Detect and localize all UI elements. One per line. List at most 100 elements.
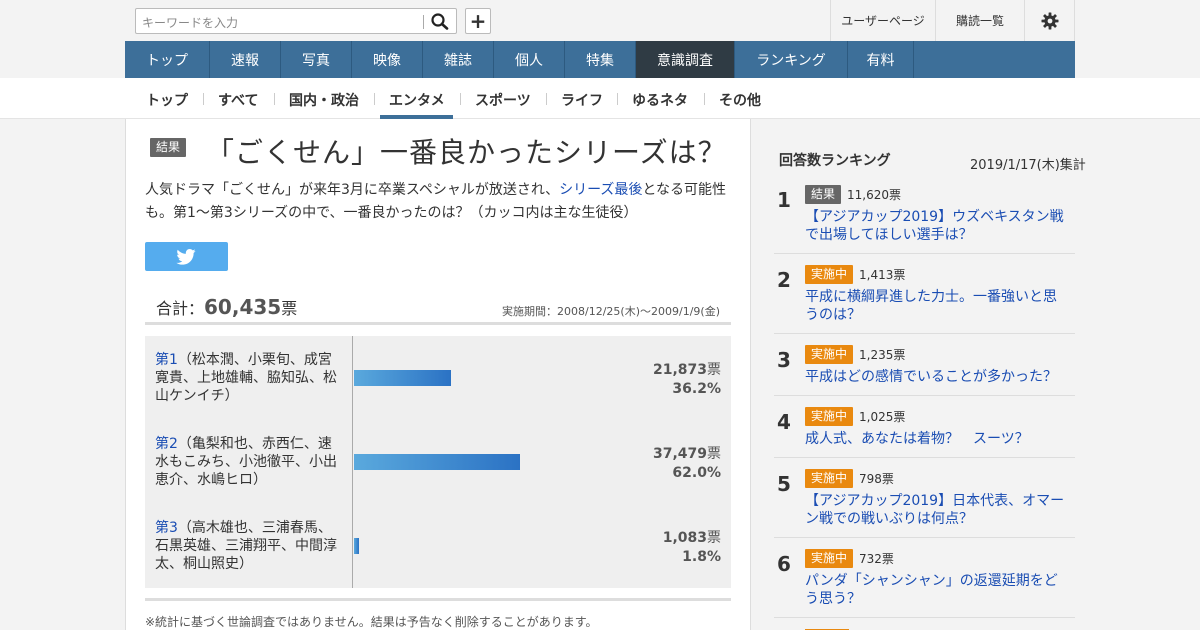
option-votes: 37,479票 (653, 443, 721, 463)
nav-feature[interactable]: 特集 (565, 41, 636, 78)
option-label: 第2（亀梨和也、赤西仁、速水もこみち、小池徹平、小出恵介、水嶋ヒロ） (155, 435, 340, 489)
rank-votes: 732票 (859, 552, 894, 566)
option-link[interactable]: 第2 (155, 436, 178, 452)
rank-meta: 実施中 732票 (805, 549, 894, 568)
rank-meta: 実施中 1,413票 (805, 265, 905, 284)
rank-title-link[interactable]: 平成に横綱昇進した力士。一番強いと思うのは？ (805, 289, 1057, 323)
nav-individual[interactable]: 個人 (494, 41, 565, 78)
subnav-yurunet[interactable]: ゆるネタ (632, 93, 688, 109)
option-percent: 36.2% (672, 381, 721, 397)
subnav-divider (460, 93, 461, 105)
rank-title-link[interactable]: 【アジアカップ2019】日本代表、オマーン戦での戦いぶりは何点？ (805, 493, 1065, 527)
page-title: 「ごくせん」一番良かったシリーズは？ (206, 136, 727, 169)
subnav-top[interactable]: トップ (146, 93, 188, 109)
total-label: 合計： (156, 299, 205, 318)
rank-number: 4 (777, 410, 791, 434)
votes-value: 21,873 (652, 362, 707, 378)
status-badge: 実施中 (805, 549, 854, 568)
survey-panel: 結果 「ごくせん」一番良かったシリーズは？ 人気ドラマ「ごくせん」が来年3月に卒… (125, 119, 751, 630)
rank-votes: 11,620票 (847, 188, 902, 202)
rank-title-link[interactable]: 成人式、あなたは着物？ スーツ？ (805, 431, 1029, 447)
nav-top[interactable]: トップ (125, 41, 210, 78)
ranking-item[interactable]: 3 実施中 1,235票 平成はどの感情でいることが多かった？ (774, 345, 1075, 396)
rank-number: 2 (777, 268, 791, 292)
subscriptions-link[interactable]: 購読一覧 (935, 0, 1024, 41)
votes-unit: 票 (707, 446, 721, 462)
result-row: 第2（亀梨和也、赤西仁、速水もこみち、小池徹平、小出恵介、水嶋ヒロ） 37,47… (145, 420, 731, 504)
ranking-item[interactable]: 6 実施中 732票 パンダ「シャンシャン」の返還延期をどう思う？ (774, 549, 1075, 618)
nav-paid[interactable]: 有料 (848, 41, 914, 78)
option-label: 第1（松本潤、小栗旬、成宮寛貴、上地雄輔、脇知弘、松山ケンイチ） (155, 351, 340, 405)
ranking-date: 2019/1/17(木)集計 (970, 158, 1086, 173)
disclaimer-note: ※統計に基づく世論調査ではありません。結果は予告なく削除することがあります。 (145, 615, 598, 629)
subnav-life[interactable]: ライフ (561, 93, 603, 109)
total-value: 60,435 (204, 295, 282, 319)
rank-votes: 798票 (859, 472, 894, 486)
votes-unit: 票 (707, 530, 721, 546)
nav-magazine[interactable]: 雑誌 (423, 41, 494, 78)
result-bar (354, 370, 451, 386)
divider (145, 322, 731, 325)
bar-area (352, 504, 612, 588)
status-badge: 実施中 (805, 469, 854, 488)
search-box[interactable]: キーワードを入力 (135, 8, 457, 34)
status-badge: 実施中 (805, 265, 854, 284)
rank-meta: 実施中 1,025票 (805, 407, 905, 426)
ranking-item[interactable]: 1 結果 11,620票 【アジアカップ2019】ウズベキスタン戦で出場してほしい… (774, 185, 1075, 254)
votes-value: 37,479 (652, 446, 707, 462)
nav-survey[interactable]: 意識調査 (636, 41, 735, 78)
twitter-share-button[interactable] (145, 242, 228, 271)
subnav-all[interactable]: すべて (218, 93, 259, 109)
option-votes: 1,083票 (663, 527, 721, 547)
status-badge: 実施中 (805, 407, 854, 426)
search-input[interactable]: キーワードを入力 (142, 16, 239, 30)
option-text: （高木雄也、三浦春馬、石黒英雄、三浦翔平、中間淳太、桐山照史） (155, 520, 337, 572)
ranking-title: 回答数ランキング (779, 153, 891, 169)
result-bar (354, 454, 520, 470)
top-bar: キーワードを入力 + ユーザーページ 購読一覧 (0, 0, 1200, 41)
total-unit: 票 (281, 299, 298, 318)
search-separator (423, 15, 424, 29)
gear-icon[interactable] (1024, 0, 1075, 41)
description-link[interactable]: シリーズ最後 (559, 182, 643, 198)
bar-area (352, 336, 612, 420)
subnav-divider (374, 93, 375, 105)
option-link[interactable]: 第3 (155, 520, 178, 536)
nav-breaking[interactable]: 速報 (210, 41, 281, 78)
add-icon[interactable]: + (465, 8, 491, 34)
subnav-domestic[interactable]: 国内・政治 (289, 93, 359, 109)
rank-number: 1 (777, 188, 791, 212)
rank-number: 3 (777, 348, 791, 372)
survey-period: 実施期間：2008/12/25(木)〜2009/1/9(金) (502, 305, 720, 318)
rank-title-link[interactable]: パンダ「シャンシャン」の返還延期をどう思う？ (805, 573, 1058, 607)
option-votes: 21,873票 (653, 359, 721, 379)
user-page-link[interactable]: ユーザーページ (830, 0, 935, 41)
rank-meta: 結果 11,620票 (805, 185, 901, 204)
sub-nav: トップ すべて 国内・政治 エンタメ スポーツ ライフ ゆるネタ その他 (0, 78, 1200, 119)
search-icon[interactable] (430, 12, 450, 30)
ranking-item[interactable]: 4 実施中 1,025票 成人式、あなたは着物？ スーツ？ (774, 407, 1075, 458)
subnav-divider (546, 93, 547, 105)
nav-photo[interactable]: 写真 (281, 41, 352, 78)
votes-unit: 票 (707, 362, 721, 378)
ranking-sidebar: 回答数ランキング 2019/1/17(木)集計 1 結果 11,620票 【アジア… (751, 119, 1200, 630)
subnav-other[interactable]: その他 (719, 93, 761, 109)
rank-title-link[interactable]: 【アジアカップ2019】ウズベキスタン戦で出場してほしい選手は？ (805, 209, 1064, 243)
votes-value: 1,083 (662, 530, 707, 546)
nav-video[interactable]: 映像 (352, 41, 423, 78)
subnav-divider (274, 93, 275, 105)
ranking-item[interactable]: 2 実施中 1,413票 平成に横綱昇進した力士。一番強いと思うのは？ (774, 265, 1075, 334)
status-badge: 実施中 (805, 345, 854, 364)
rank-votes: 1,025票 (859, 410, 906, 424)
subnav-sports[interactable]: スポーツ (475, 93, 531, 109)
ranking-item[interactable]: 5 実施中 798票 【アジアカップ2019】日本代表、オマーン戦での戦いぶりは何… (774, 469, 1075, 538)
subnav-entertainment[interactable]: エンタメ (389, 93, 445, 109)
option-link[interactable]: 第1 (155, 352, 178, 368)
rank-title-link[interactable]: 平成はどの感情でいることが多かった？ (805, 369, 1057, 385)
rank-number: 5 (777, 472, 791, 496)
subnav-active-indicator (380, 115, 453, 119)
rank-votes: 1,235票 (859, 348, 906, 362)
description-text: となる可能性も。第1～第3シリーズの中で、一番良かったのは？（カッコ内は主な生徒… (145, 182, 726, 221)
nav-ranking[interactable]: ランキング (735, 41, 848, 78)
subnav-divider (704, 93, 705, 105)
